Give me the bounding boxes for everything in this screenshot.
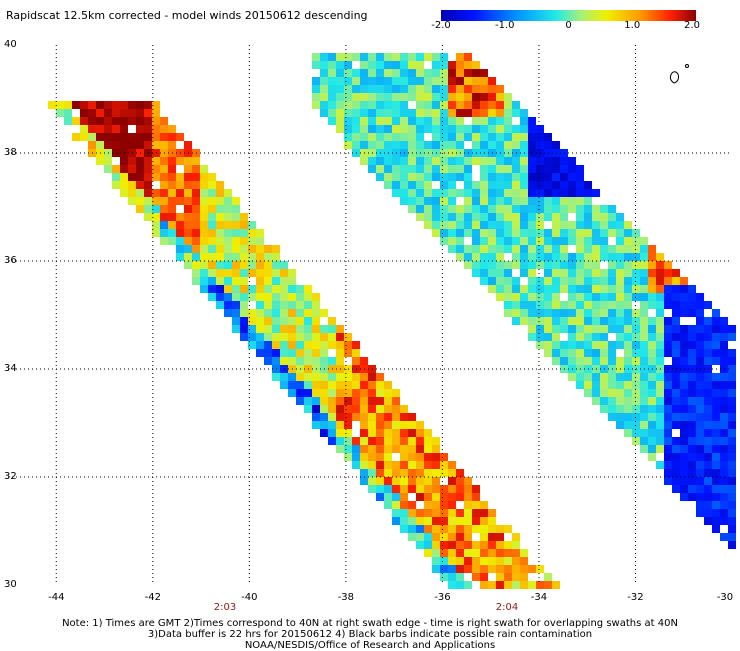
latitude-label: 36 bbox=[4, 255, 17, 266]
longitude-label: -38 bbox=[337, 592, 355, 603]
longitude-label: -36 bbox=[434, 592, 451, 603]
latitude-label: 34 bbox=[4, 363, 17, 374]
note-line-2: 3)Data buffer is 22 hrs for 20150612 4) … bbox=[147, 629, 593, 640]
map-title: Rapidscat 12.5km corrected - model winds… bbox=[6, 9, 368, 22]
latitude-label: 32 bbox=[4, 471, 17, 482]
colorbar bbox=[441, 10, 696, 21]
longitude-label: -30 bbox=[716, 592, 734, 603]
island-outline bbox=[669, 71, 679, 84]
colorbar-tick-label: 2.0 bbox=[684, 20, 700, 31]
note-line-3: NOAA/NESDIS/Office of Research and Appli… bbox=[244, 640, 496, 651]
islet-outline bbox=[685, 64, 689, 68]
latitude-label: 38 bbox=[4, 147, 17, 158]
colorbar-tick-label: -2.0 bbox=[431, 20, 451, 31]
longitude-label: -40 bbox=[241, 592, 258, 603]
swath-time-label: 2:04 bbox=[495, 602, 519, 613]
longitude-label: -34 bbox=[530, 592, 548, 603]
colorbar-tick-label: 0 bbox=[565, 20, 572, 31]
colorbar-tick-label: -1.0 bbox=[494, 20, 515, 31]
longitude-label: -44 bbox=[48, 592, 65, 603]
longitude-label: -32 bbox=[627, 592, 644, 603]
colorbar-tick-label: 1.0 bbox=[624, 20, 641, 31]
latitude-label: 40 bbox=[4, 39, 17, 50]
note-line-1: Note: 1) Times are GMT 2)Times correspon… bbox=[62, 618, 678, 629]
swath-time-label: 2:03 bbox=[213, 602, 237, 613]
latitude-label: 30 bbox=[4, 579, 17, 590]
longitude-label: -42 bbox=[144, 592, 161, 603]
